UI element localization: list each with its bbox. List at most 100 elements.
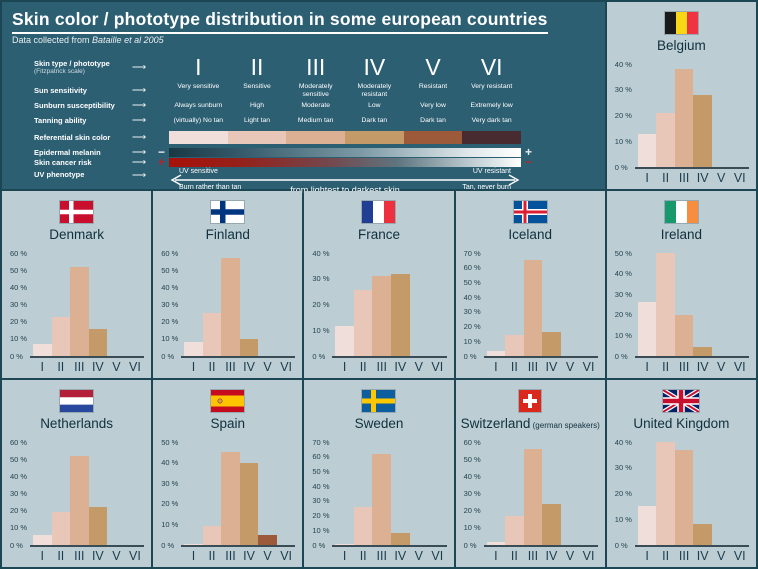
x-label-II: II	[510, 549, 518, 563]
bar-phototype-II	[656, 442, 675, 545]
x-label-VI: VI	[129, 360, 141, 374]
y-tick-label: 40 %	[463, 471, 481, 481]
legend-label-cancer-risk: Skin cancer risk	[34, 158, 92, 167]
y-tick-label: 60 %	[463, 263, 481, 273]
bar-phototype-II	[353, 290, 373, 356]
x-label-II: II	[57, 360, 65, 374]
plot-area	[483, 253, 598, 358]
cancer-plus-symbol: +	[157, 155, 165, 169]
bar-phototype-III	[70, 455, 89, 545]
country-title-spain: Spain	[210, 416, 246, 431]
bar-phototype-IV	[693, 524, 712, 545]
y-tick-label: 0 %	[614, 162, 628, 172]
x-label-II: II	[662, 549, 670, 563]
x-label-IV: IV	[394, 549, 407, 563]
y-tick-label: 50 %	[10, 454, 28, 464]
plot-area	[634, 64, 749, 169]
y-tick-label: 30 %	[614, 289, 632, 299]
x-label-I: I	[342, 360, 347, 374]
country-panel-switzerland: Switzerland (german speakers) 0 % 10 % 20 %…	[455, 380, 605, 567]
country-title-denmark: Denmark	[49, 227, 104, 242]
bar-phototype-III	[674, 314, 694, 356]
y-tick-label: 10 %	[614, 330, 632, 340]
legend-row-sun-sensitivity: Sun sensitivity ⟶ Very sensitive Sensitiv…	[12, 83, 597, 98]
bar-chart-iceland: 0 % 10 % 20 % 30 % 40 % 50 % 60 % 70 % I II III IV V…	[462, 245, 600, 376]
y-tick-label: 20 %	[10, 506, 28, 516]
bar-phototype-I	[637, 302, 657, 356]
y-tick-label: 20 %	[463, 506, 481, 516]
country-title-sweden: Sweden	[354, 416, 404, 431]
y-tick-label: 10 %	[463, 336, 481, 346]
bar-chart-france: 0 % 10 % 20 % 30 % 40 % I II III IV V VI	[310, 245, 448, 376]
double-arrow-icon	[170, 174, 520, 186]
x-label-IV: IV	[243, 360, 255, 374]
bar-phototype-I	[637, 133, 657, 167]
plot-area	[30, 442, 145, 547]
x-label-VI: VI	[431, 360, 444, 374]
tanning-V: Dark tan	[420, 116, 446, 124]
bar-phototype-I	[184, 342, 203, 356]
y-tick-label: 60 %	[10, 437, 28, 447]
bar-phototype-III	[674, 69, 694, 167]
x-label-VI: VI	[582, 549, 595, 563]
y-tick-label: 20 %	[312, 511, 330, 521]
sun-sensitivity-values-row: Very sensitive Sensitive Moderately sensit…	[169, 83, 521, 98]
x-label-V: V	[414, 549, 423, 563]
x-label-V: V	[414, 360, 423, 374]
x-label-VI: VI	[582, 360, 595, 374]
plot-area	[332, 442, 447, 547]
legend-label-tanning: Tanning ability	[34, 116, 87, 125]
bar-phototype-II	[656, 253, 675, 356]
cancer-risk-gradient-bar	[169, 158, 521, 167]
y-tick-label: 20 %	[312, 300, 330, 309]
flag-sweden-icon	[304, 390, 453, 412]
x-label-II: II	[359, 360, 367, 374]
y-tick-label: 20 %	[463, 322, 481, 332]
flag-belgium-icon	[607, 12, 756, 34]
x-label-II: II	[57, 549, 65, 563]
x-label-III: III	[527, 360, 539, 374]
y-axis: 0 % 10 % 20 % 30 % 40 % 50 % 60 %	[8, 249, 32, 361]
sun-sensitivity-III: Moderately sensitive	[298, 83, 333, 98]
melanin-plus-symbol: +	[524, 145, 532, 159]
y-tick-label: 0 %	[312, 540, 326, 550]
y-tick-label: 10 %	[161, 519, 179, 529]
y-tick-label: 20 %	[161, 317, 179, 327]
legend-row-phototype: Skin type / phototype (Fitzpatrick scale…	[12, 52, 597, 82]
y-tick-label: 40 %	[614, 59, 632, 69]
country-panel-ireland: Ireland 0 % 10 % 20 % 30 % 40 % 50 % I II III IV V V…	[606, 191, 756, 378]
x-label-I: I	[645, 549, 649, 563]
bar-chart-switzerland: 0 % 10 % 20 % 30 % 40 % 50 % 60 % I II III IV V VI	[462, 434, 600, 565]
y-tick-label: 0 %	[463, 540, 477, 550]
bar-phototype-I	[33, 343, 52, 356]
phototype-numerals-row: I II III IV V VI	[169, 54, 521, 81]
x-label-II: II	[662, 171, 670, 185]
x-label-V: V	[717, 171, 726, 185]
legend-label-uv-phenotype: UV phenotype	[34, 170, 85, 179]
x-label-VI: VI	[280, 549, 293, 563]
plot-area	[332, 253, 447, 358]
y-tick-label: 20 %	[614, 111, 632, 120]
flag-switzerland-icon	[456, 390, 605, 412]
arrow-right-icon: ⟶	[131, 100, 147, 111]
y-tick-label: 0 %	[161, 351, 175, 361]
legend-row-tanning: Tanning ability ⟶ (virtually) No tan Ligh…	[12, 114, 597, 127]
sun-sensitivity-VI: Very resistant	[471, 83, 513, 91]
tanning-II: Light tan	[243, 116, 271, 124]
country-title-note: (german speakers)	[530, 421, 600, 430]
y-tick-label: 50 %	[161, 265, 179, 275]
y-tick-label: 30 %	[312, 274, 330, 284]
x-label-IV: IV	[545, 549, 558, 563]
x-label-III: III	[527, 549, 539, 563]
bar-phototype-II	[202, 313, 222, 356]
country-title-united-kingdom: United Kingdom	[633, 416, 730, 431]
country-panel-iceland: Iceland 0 % 10 % 20 % 30 % 40 % 50 % 60 % 70 % I I…	[455, 191, 605, 378]
y-axis: 0 % 10 % 20 % 30 % 40 % 50 % 60 % 70 %	[462, 249, 486, 361]
x-label-III: III	[678, 171, 690, 185]
bar-phototype-III	[372, 276, 391, 356]
x-axis-line	[181, 545, 296, 547]
x-axis-line	[634, 356, 749, 358]
x-label-V: V	[717, 360, 726, 374]
bar-phototype-III	[372, 453, 391, 545]
